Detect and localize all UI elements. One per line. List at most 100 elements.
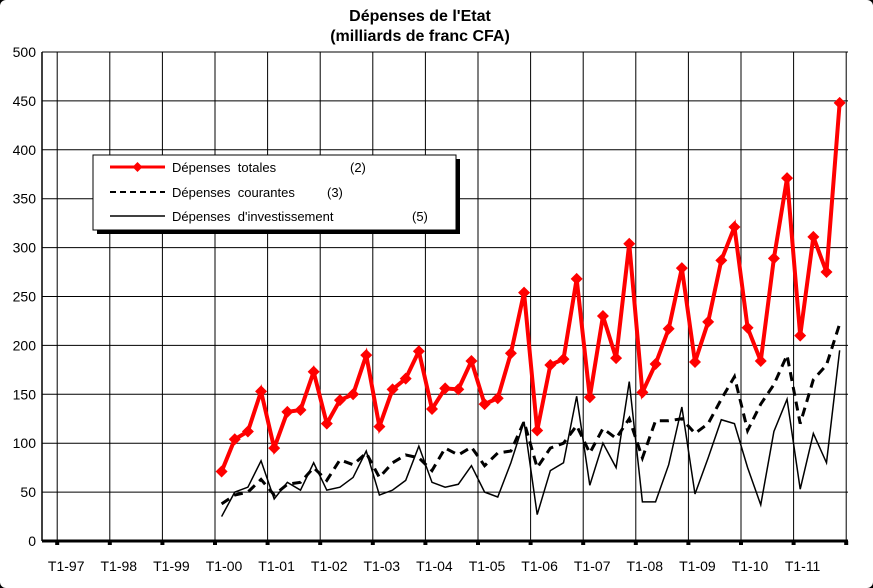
data-point-marker xyxy=(689,356,701,369)
chart-title: Dépenses de l'Etat xyxy=(349,8,491,25)
chart-subtitle: (milliards de franc CFA) xyxy=(330,28,510,45)
data-point-marker xyxy=(465,355,478,368)
y-tick-label: 400 xyxy=(13,142,37,158)
data-point-marker xyxy=(215,465,228,478)
y-tick-label: 200 xyxy=(13,337,37,353)
data-point-marker xyxy=(728,221,741,234)
data-point-marker xyxy=(702,315,715,328)
x-tick-mark xyxy=(739,541,743,545)
y-tick-label: 450 xyxy=(13,93,37,109)
x-tick-mark xyxy=(686,541,691,545)
data-point-marker xyxy=(833,96,846,109)
data-point-marker xyxy=(610,352,623,365)
data-point-marker xyxy=(373,420,386,433)
data-point-marker xyxy=(636,386,649,399)
data-point-marker xyxy=(255,385,268,398)
legend: Dépenses totales (2) Dépenses courantes … xyxy=(92,154,460,234)
data-point-marker xyxy=(268,442,281,455)
data-point-marker xyxy=(649,357,662,370)
x-tick-label: T1-97 xyxy=(48,558,85,574)
x-tick-mark xyxy=(160,541,165,545)
x-tick-mark xyxy=(476,541,480,545)
x-tick-label: T1-02 xyxy=(311,558,348,574)
data-point-marker xyxy=(294,403,307,416)
x-tick-mark xyxy=(791,541,796,545)
data-point-marker xyxy=(781,172,794,185)
x-tick-mark xyxy=(318,541,323,545)
x-tick-label: T1-07 xyxy=(574,558,611,574)
data-point-marker xyxy=(518,286,531,299)
data-point-marker xyxy=(531,424,544,437)
x-tick-mark xyxy=(844,541,849,545)
x-tick-label: T1-05 xyxy=(469,558,506,574)
legend-note-courantes: (3) xyxy=(327,185,343,200)
x-tick-mark xyxy=(423,541,428,545)
data-point-marker xyxy=(491,392,504,405)
data-point-marker xyxy=(583,391,596,404)
data-point-marker xyxy=(307,365,320,378)
data-point-marker xyxy=(478,398,491,411)
data-point-marker xyxy=(281,405,294,418)
x-tick-mark xyxy=(55,541,60,545)
data-point-marker xyxy=(386,383,399,396)
x-tick-label: T1-06 xyxy=(521,558,558,574)
data-point-marker xyxy=(544,358,557,371)
data-point-marker xyxy=(557,353,570,366)
data-point-marker xyxy=(228,433,241,446)
data-point-marker xyxy=(347,388,360,401)
data-point-marker xyxy=(333,394,346,407)
y-tick-label: 150 xyxy=(13,386,37,402)
x-tick-mark xyxy=(528,541,533,545)
x-tick-mark xyxy=(370,541,375,545)
data-point-marker xyxy=(754,355,767,368)
y-tick-label: 250 xyxy=(13,289,37,305)
y-tick-label: 0 xyxy=(28,533,36,549)
x-tick-label: T1-09 xyxy=(679,558,716,574)
legend-label-investissement: Dépenses d'investissement xyxy=(172,209,334,224)
x-tick-label: T1-08 xyxy=(627,558,664,574)
data-point-marker xyxy=(623,237,636,250)
y-tick-label: 500 xyxy=(13,44,37,60)
x-tick-mark xyxy=(265,541,270,545)
x-tick-label: T1-98 xyxy=(101,558,138,574)
data-point-marker xyxy=(662,322,675,335)
x-tick-mark xyxy=(107,541,112,545)
data-point-marker xyxy=(426,402,438,415)
legend-note-totales: (2) xyxy=(350,160,366,175)
x-tick-label: T1-99 xyxy=(153,558,190,574)
legend-label-courantes: Dépenses courantes xyxy=(172,185,295,200)
x-tick-label: T1-01 xyxy=(258,558,295,574)
data-point-marker xyxy=(439,382,452,395)
x-tick-label: T1-04 xyxy=(416,558,453,574)
series-line-1 xyxy=(220,323,842,506)
x-tick-mark xyxy=(213,541,217,545)
data-point-marker xyxy=(570,272,583,285)
data-point-marker xyxy=(360,349,373,362)
data-point-marker xyxy=(820,266,833,279)
data-point-marker xyxy=(452,383,465,396)
data-point-marker xyxy=(504,347,517,360)
legend-label-totales: Dépenses totales xyxy=(172,160,277,175)
y-tick-label: 350 xyxy=(13,191,37,207)
x-tick-label: T1-03 xyxy=(364,558,401,574)
data-point-marker xyxy=(675,262,688,275)
x-tick-label: T1-00 xyxy=(206,558,243,574)
data-point-marker xyxy=(807,230,820,243)
legend-marker-diamond xyxy=(132,162,143,172)
series-line-2 xyxy=(220,350,841,517)
x-tick-label: T1-10 xyxy=(732,558,769,574)
data-point-marker xyxy=(767,252,780,265)
y-tick-label: 50 xyxy=(20,484,36,500)
x-tick-mark xyxy=(633,541,638,545)
data-point-marker xyxy=(320,417,333,430)
legend-note-investissement: (5) xyxy=(412,209,428,224)
data-point-marker xyxy=(741,321,754,334)
data-point-marker xyxy=(412,345,425,358)
series-line-0 xyxy=(219,102,842,473)
data-point-marker xyxy=(399,372,412,385)
data-point-marker xyxy=(715,254,728,267)
y-tick-label: 300 xyxy=(13,240,37,256)
data-point-marker xyxy=(596,310,609,323)
